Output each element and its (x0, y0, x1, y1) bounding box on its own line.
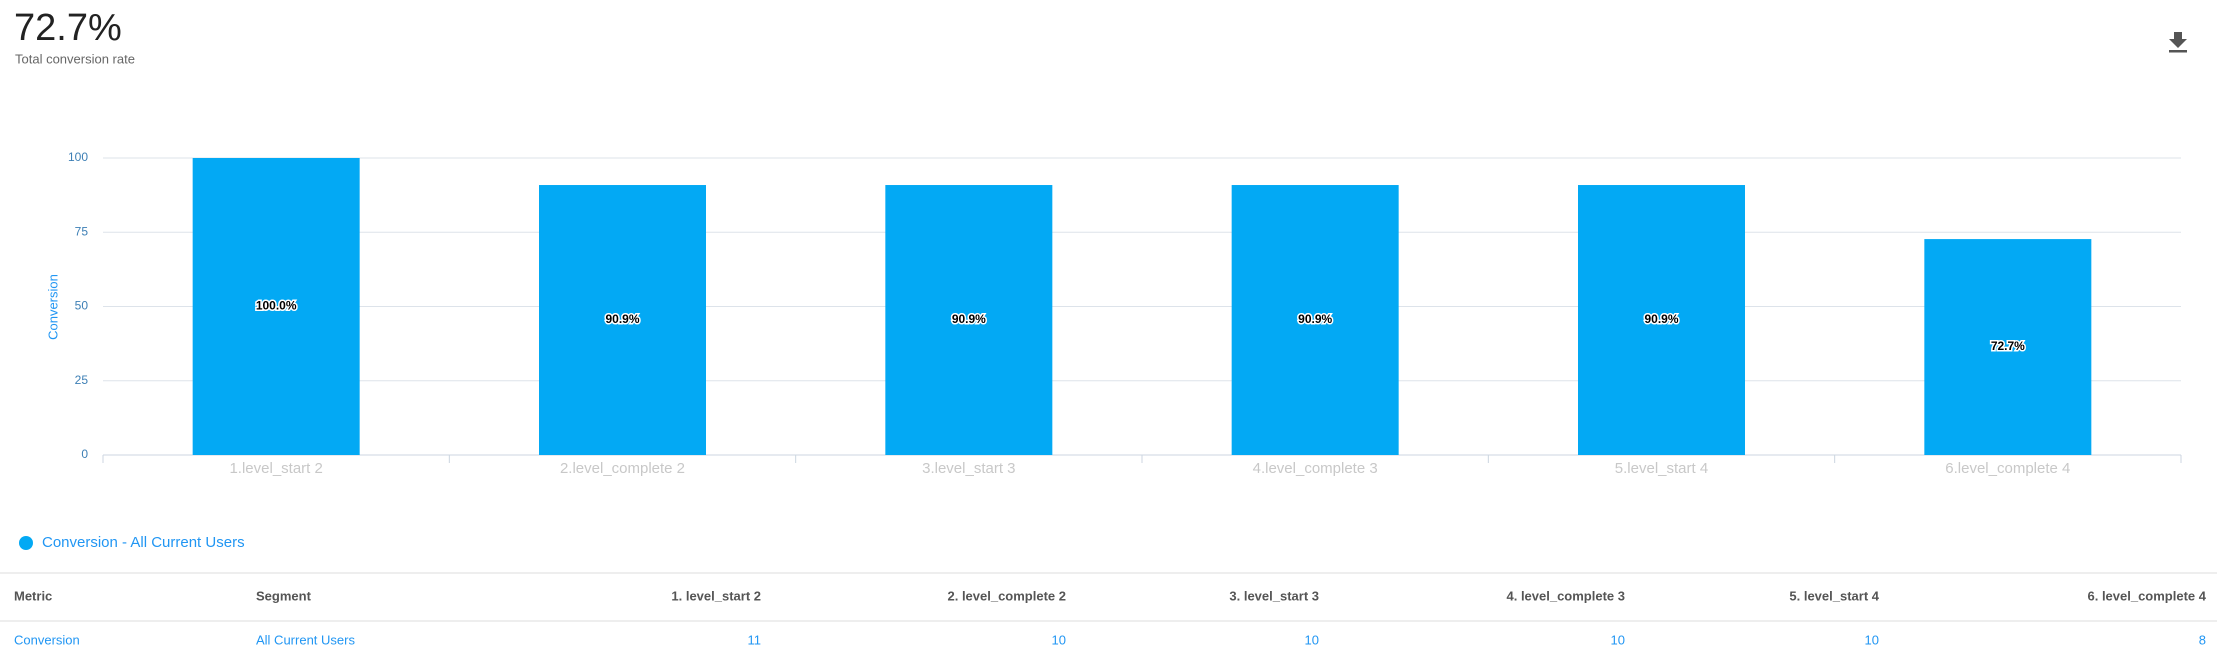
y-tick-label: 50 (75, 299, 89, 313)
x-tick-label: 4.level_complete 3 (1253, 460, 1378, 477)
download-icon[interactable] (2169, 30, 2187, 53)
table-cell: 10 (1865, 632, 1879, 647)
table-cell: 10 (1305, 632, 1319, 647)
table-header-cell: 2. level_complete 2 (947, 588, 1066, 603)
table-header-cell: 6. level_complete 4 (2087, 588, 2206, 603)
y-tick-label: 0 (81, 447, 88, 461)
table-cell: 10 (1611, 632, 1625, 647)
x-tick-label: 1.level_start 2 (229, 460, 322, 477)
bar (885, 185, 1053, 456)
bar-value-label: 90.9% (605, 312, 639, 326)
table-header-cell: 4. level_complete 3 (1506, 588, 1625, 603)
download-arrow (2169, 32, 2187, 48)
bar-value-label: 90.9% (952, 312, 986, 326)
table-header-cell: Metric (14, 588, 52, 603)
x-tick-label: 3.level_start 3 (922, 460, 1015, 477)
y-axis-label: Conversion (45, 274, 60, 340)
x-tick-label: 2.level_complete 2 (560, 460, 685, 477)
table-cell: 10 (1052, 632, 1066, 647)
bar-value-label: 90.9% (1644, 312, 1678, 326)
bar-value-label: 90.9% (1298, 312, 1332, 326)
total-value: 72.7% (14, 7, 122, 49)
table-cell: 8 (2199, 632, 2206, 647)
legend-marker[interactable] (19, 536, 33, 550)
bar (539, 185, 706, 456)
download-bar (2169, 50, 2187, 53)
bar (1578, 185, 1745, 456)
x-tick-label: 6.level_complete 4 (1945, 460, 2070, 477)
total-label: Total conversion rate (15, 51, 135, 66)
table-header-cell: 5. level_start 4 (1789, 588, 1879, 603)
table-cell: 11 (748, 632, 762, 647)
table-header-cell: 1. level_start 2 (671, 588, 761, 603)
table-header-cell: Segment (256, 588, 312, 603)
table-header-cell: 3. level_start 3 (1229, 588, 1319, 603)
bar-value-label: 72.7% (1991, 339, 2025, 353)
y-tick-label: 100 (68, 150, 88, 164)
bar (1231, 185, 1399, 456)
y-tick-label: 75 (75, 224, 89, 238)
bar (192, 158, 360, 455)
bar (1924, 239, 2092, 455)
y-tick-label: 25 (75, 373, 89, 387)
bar-value-label: 100.0% (256, 299, 297, 313)
table-cell[interactable]: Conversion (14, 632, 80, 647)
table-cell[interactable]: All Current Users (256, 632, 355, 647)
legend-label[interactable]: Conversion - All Current Users (42, 534, 245, 551)
x-tick-label: 5.level_start 4 (1615, 460, 1708, 477)
